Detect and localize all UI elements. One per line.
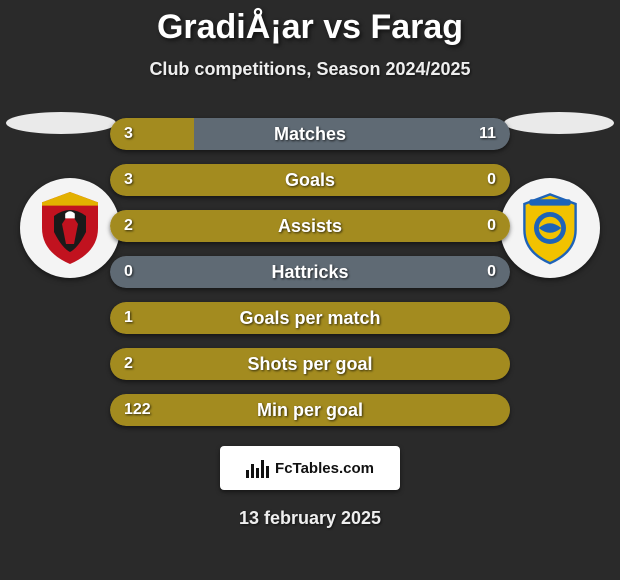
stat-bar-right-value: 0 — [487, 171, 496, 189]
stats-bars: Matches311Goals30Assists20Hattricks00Goa… — [110, 118, 510, 426]
date-text: 13 february 2025 — [0, 508, 620, 529]
stat-bar-left-value: 122 — [124, 401, 151, 419]
stat-bar-left-seg — [110, 394, 510, 426]
stat-bar-left-seg — [110, 302, 510, 334]
stat-bar-right-seg — [194, 118, 510, 150]
player-right-oval — [504, 112, 614, 134]
stat-bar: Matches311 — [110, 118, 510, 150]
comparison-arena: Matches311Goals30Assists20Hattricks00Goa… — [0, 118, 620, 426]
stat-bar-left-seg — [110, 256, 310, 288]
club-badge-right — [500, 178, 600, 278]
player-left-oval — [6, 112, 116, 134]
stat-bar-right-seg — [310, 256, 510, 288]
club-right-crest-icon — [510, 188, 590, 268]
stat-bar: Goals per match1 — [110, 302, 510, 334]
stat-bar-left-value: 2 — [124, 355, 133, 373]
club-badge-left — [20, 178, 120, 278]
stat-bar: Min per goal122 — [110, 394, 510, 426]
stat-bar-right-value: 11 — [479, 125, 496, 143]
subtitle: Club competitions, Season 2024/2025 — [0, 59, 620, 80]
stat-bar: Assists20 — [110, 210, 510, 242]
stat-bar: Shots per goal2 — [110, 348, 510, 380]
stat-bar-left-value: 2 — [124, 217, 133, 235]
stat-bar-left-value: 3 — [124, 171, 133, 189]
brand-text: FcTables.com — [275, 460, 374, 477]
stat-bar-left-seg — [110, 210, 510, 242]
stat-bar: Hattricks00 — [110, 256, 510, 288]
stat-bar-left-seg — [110, 118, 194, 150]
stat-bar-left-value: 0 — [124, 263, 133, 281]
stat-bar-left-seg — [110, 164, 510, 196]
stat-bar-left-value: 3 — [124, 125, 133, 143]
club-left-crest-icon — [30, 188, 110, 268]
stat-bar-left-seg — [110, 348, 510, 380]
brand-box: FcTables.com — [220, 446, 400, 490]
page-title: GradiÅ¡ar vs Farag — [0, 0, 620, 47]
stat-bar-right-value: 0 — [487, 263, 496, 281]
brand-bars-icon — [246, 458, 269, 478]
stat-bar-left-value: 1 — [124, 309, 133, 327]
stat-bar-right-value: 0 — [487, 217, 496, 235]
stat-bar: Goals30 — [110, 164, 510, 196]
